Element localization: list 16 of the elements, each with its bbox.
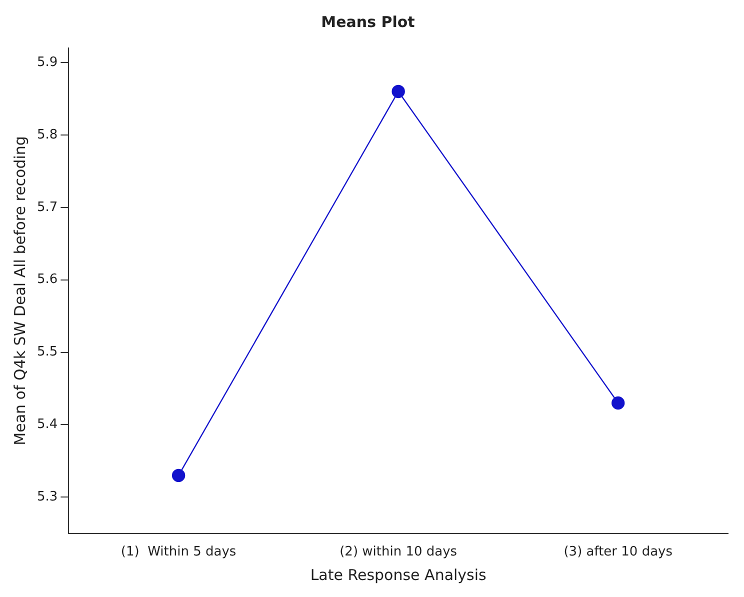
y-tick-label: 5.8 [36, 127, 58, 142]
y-tick-label: 5.3 [36, 490, 58, 505]
y-tick-label: 5.9 [36, 54, 58, 70]
chart-title: Means Plot [321, 12, 415, 31]
point [612, 396, 625, 410]
point [392, 84, 405, 98]
x-tick-label: (1) Within 5 days [120, 544, 236, 560]
y-tick-label: 5.6 [36, 272, 58, 288]
y-axis-title: Mean of Q4k SW Deal All before recoding [10, 136, 29, 446]
point [172, 468, 186, 482]
x-tick-label: (3) after 10 days [564, 544, 673, 560]
y-tick-label: 5.4 [36, 417, 58, 432]
y-tick-label: 5.7 [36, 200, 58, 215]
x-axis-title: Late Response Analysis [310, 566, 487, 584]
x-tick-label: (2) within 10 days [340, 544, 458, 560]
y-tick-label: 5.5 [36, 344, 58, 360]
